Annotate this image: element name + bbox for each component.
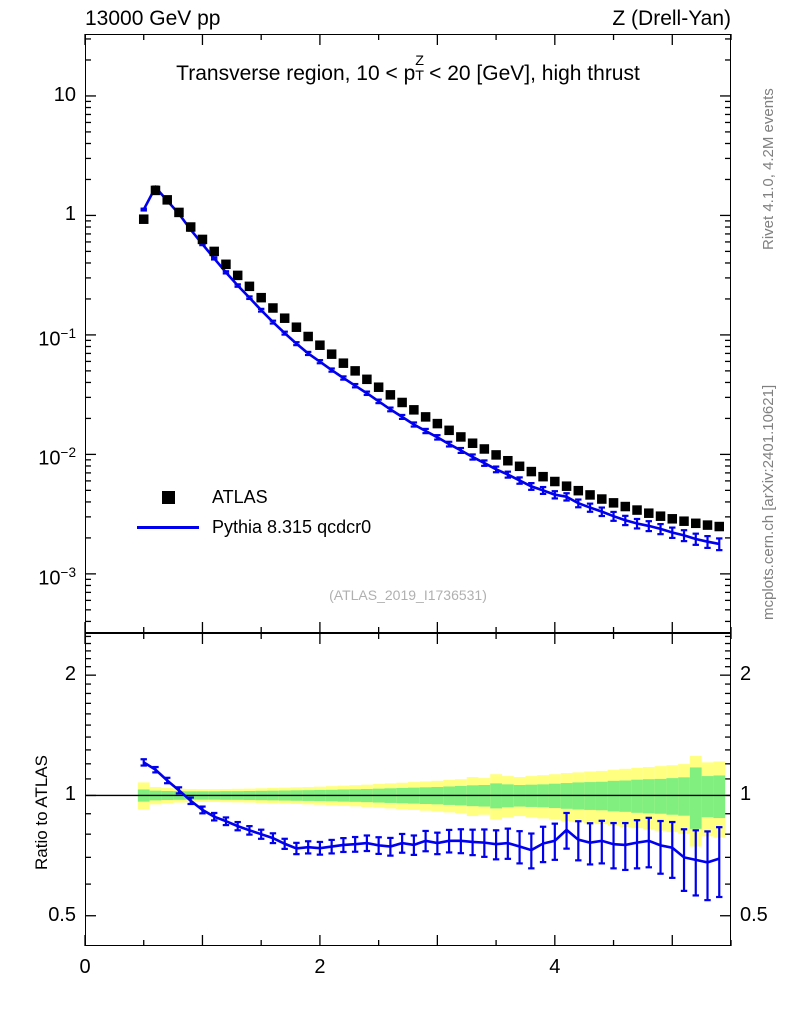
ratio-y-tick-label-right: 1 <box>740 783 752 806</box>
x-tick-label: 2 <box>314 956 326 978</box>
data-point-marker <box>526 466 537 477</box>
ratio-band-inner <box>631 779 643 813</box>
data-point-marker <box>561 481 572 491</box>
data-point-marker <box>632 505 642 515</box>
data-point-marker <box>585 490 595 500</box>
data-point-marker <box>174 207 184 218</box>
data-point-marker <box>550 476 560 487</box>
y-tick-label-main: 10−1 <box>38 325 76 351</box>
main-plot-panel <box>85 34 731 633</box>
data-point-marker <box>409 405 419 415</box>
y-tick-label-main: 10 <box>53 83 76 106</box>
data-point-marker <box>350 366 360 376</box>
data-point-marker <box>467 438 478 448</box>
data-point-marker <box>385 390 396 400</box>
ratio-curve <box>143 761 720 864</box>
data-point-marker <box>291 322 302 332</box>
legend-label-atlas: ATLAS <box>212 486 268 507</box>
ratio-y-tick-label-right: 2 <box>740 663 752 686</box>
y-tick-label-main: 10−2 <box>38 445 76 471</box>
x-tick-label: 0 <box>79 956 91 978</box>
ratio-band-inner <box>689 767 702 829</box>
data-point-marker <box>620 501 631 512</box>
y-tick-label-main: 1 <box>64 203 76 226</box>
data-point-marker <box>338 358 349 368</box>
data-point-marker <box>479 444 490 454</box>
data-point-marker <box>150 185 161 196</box>
data-point-marker <box>244 281 255 292</box>
data-point-marker <box>655 511 666 521</box>
data-point-marker <box>691 518 701 529</box>
ratio-band-inner <box>713 775 726 819</box>
title-post: < 20 [GeV], high thrust <box>423 62 640 85</box>
ratio-band-inner <box>666 778 679 815</box>
data-point-marker <box>373 382 384 392</box>
data-point-marker <box>268 303 278 313</box>
mc-curve <box>142 185 720 546</box>
data-point-marker <box>420 412 431 422</box>
data-point-marker <box>326 349 337 359</box>
data-point-marker <box>362 374 372 385</box>
title-pre: Transverse region, 10 < <box>176 62 404 85</box>
data-point-marker <box>232 270 243 281</box>
ratio-band-inner <box>642 779 655 814</box>
data-point-marker <box>138 214 149 224</box>
ratio-y-tick-label-left: 0.5 <box>48 903 76 926</box>
data-point-marker <box>644 508 654 518</box>
data-point-marker <box>397 397 407 408</box>
legend-entry-pythia: Pythia 8.315 qcdcr0 <box>130 512 371 542</box>
ratio-band-inner <box>619 780 632 812</box>
data-point-marker <box>256 292 266 303</box>
y-tick-label-main: 10−3 <box>38 564 76 590</box>
data-point-marker <box>491 450 501 460</box>
data-point-marker <box>597 494 607 504</box>
data-point-marker <box>456 432 466 442</box>
data-point-marker <box>538 471 548 482</box>
data-point-marker <box>444 425 454 436</box>
data-point-marker <box>197 234 208 245</box>
data-point-marker <box>185 222 196 232</box>
data-point-marker <box>514 461 525 472</box>
legend-marker-line-icon <box>130 525 206 529</box>
analysis-id-watermark: (ATLAS_2019_I1736531) <box>329 587 487 603</box>
data-point-marker <box>714 521 725 532</box>
ratio-band-inner <box>654 778 667 814</box>
data-point-marker <box>303 331 313 342</box>
legend-label-pythia: Pythia 8.315 qcdcr0 <box>212 516 372 537</box>
data-point-marker <box>221 259 231 270</box>
data-point-marker <box>608 498 619 508</box>
title-subscript-t: T <box>415 68 424 85</box>
title-superscript-z: Z <box>415 53 424 70</box>
legend-entry-atlas: ATLAS <box>130 482 371 512</box>
ratio-band-inner <box>607 780 620 812</box>
data-point-marker <box>209 246 219 257</box>
data-point-marker <box>679 516 689 526</box>
data-point-marker <box>702 520 713 530</box>
data-point-marker <box>503 455 513 466</box>
legend: ATLAS Pythia 8.315 qcdcr0 <box>130 482 371 542</box>
legend-marker-square-icon <box>130 490 206 504</box>
x-tick-label: 4 <box>549 956 561 978</box>
title-p-letter: p <box>403 62 416 85</box>
ratio-y-tick-label-left: 1 <box>64 783 76 806</box>
data-point-marker <box>667 514 678 524</box>
data-point-marker <box>315 340 325 350</box>
ratio-y-tick-label-left: 2 <box>64 663 76 686</box>
data-point-marker <box>432 418 443 429</box>
data-point-marker <box>279 313 290 323</box>
data-point-marker <box>162 195 172 205</box>
ratio-plot-panel <box>85 633 731 946</box>
ratio-y-tick-label-right: 0.5 <box>740 903 768 926</box>
ratio-band-inner <box>678 777 690 816</box>
ratio-band-inner <box>701 776 714 818</box>
data-point-marker <box>573 485 584 496</box>
header-beam-label: 13000 GeV pp <box>85 7 221 30</box>
header-process-label: Z (Drell-Yan) <box>612 7 731 30</box>
